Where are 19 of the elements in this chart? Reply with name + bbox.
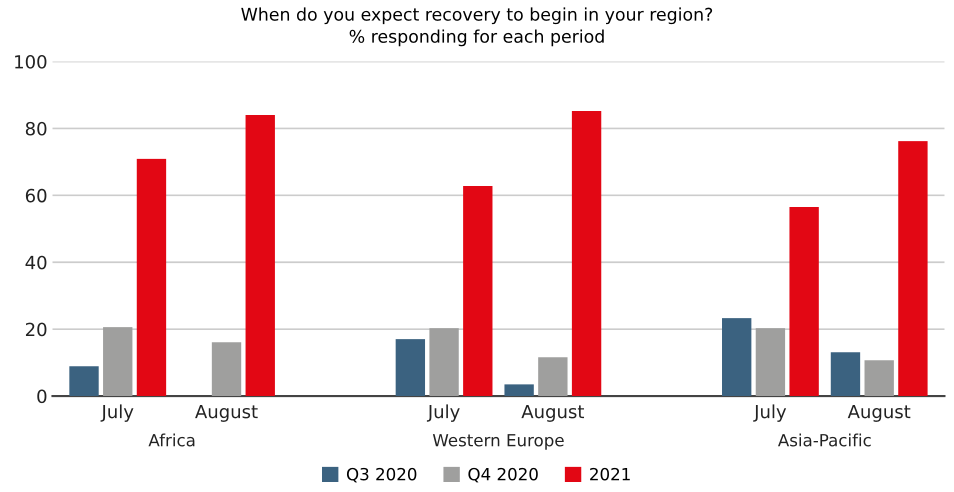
y-tick-label: 100 [15,54,46,69]
legend-label: Q4 2020 [468,468,538,482]
legend-label: Q3 2020 [346,468,416,482]
x-tick-label: August [195,404,258,422]
x-tick-label: July [753,404,786,422]
y-tick-label: 40 [26,256,46,270]
x-tick-label: July [100,404,134,422]
y-tick-label: 60 [26,188,46,202]
y-tick-label: 80 [26,122,46,136]
chart-title: When do you expect recovery to begin in your region? % responding for each period [241,7,712,46]
x-tick-label: August [848,404,910,422]
y-tick-label: 0 [37,390,46,404]
x-tick-label: July [426,404,460,422]
text: Western Europe [432,434,564,450]
x-tick-label: August [521,404,584,422]
text: Africa [148,434,194,446]
text: Asia-Pacific [778,434,871,446]
legend-label: 2021 [590,468,630,480]
y-tick-label: 20 [26,322,46,336]
